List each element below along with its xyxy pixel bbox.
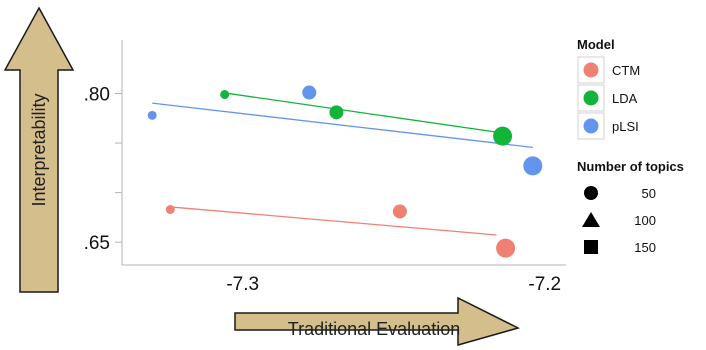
legend-label-ctm: CTM — [612, 63, 640, 78]
legend-label-plsi: pLSI — [612, 119, 639, 134]
y-axis-arrow: Interpretability — [3, 6, 75, 293]
gridlines — [115, 93, 122, 243]
data-point-plsi — [302, 85, 317, 100]
legend-label-topics: 50 — [642, 186, 656, 201]
legend-label-topics: 150 — [634, 240, 656, 255]
x-tick-label: -7.2 — [528, 274, 561, 295]
data-points — [147, 85, 543, 258]
square-icon — [584, 240, 598, 254]
trend-line-plsi — [152, 102, 533, 148]
legend-title-topics: Number of topics — [577, 159, 684, 174]
data-point-lda — [329, 105, 344, 120]
legend: Model CTM LDA pLSI Number of topics 50 100 150 — [577, 37, 684, 255]
data-point-plsi — [147, 110, 157, 120]
y-tick-label: .80 — [84, 85, 110, 106]
data-point-ctm — [165, 204, 175, 214]
x-axis-label: Traditional Evaluation — [288, 319, 460, 339]
legend-swatch-lda — [583, 90, 599, 106]
data-point-lda — [220, 90, 230, 100]
y-axis-label: Interpretability — [29, 93, 49, 206]
trend-line-lda — [224, 92, 503, 134]
data-point-ctm — [392, 204, 407, 219]
data-point-ctm — [496, 238, 516, 258]
data-point-lda — [493, 126, 513, 146]
legend-label-lda: LDA — [612, 91, 638, 106]
legend-title-model: Model — [577, 37, 615, 52]
legend-swatch-plsi — [583, 118, 599, 134]
legend-swatch-ctm — [583, 62, 599, 78]
trend-line-ctm — [170, 206, 497, 236]
triangle-icon — [582, 212, 600, 227]
y-tick-label: .65 — [84, 233, 110, 254]
trend-lines — [152, 92, 533, 236]
circle-icon — [584, 186, 598, 200]
x-tick-label: -7.3 — [226, 274, 259, 295]
x-axis-arrow: Traditional Evaluation — [234, 296, 521, 346]
legend-label-topics: 100 — [634, 213, 656, 228]
data-point-plsi — [523, 156, 543, 176]
tick-labels: .80 .65 -7.3 -7.2 — [84, 85, 562, 295]
